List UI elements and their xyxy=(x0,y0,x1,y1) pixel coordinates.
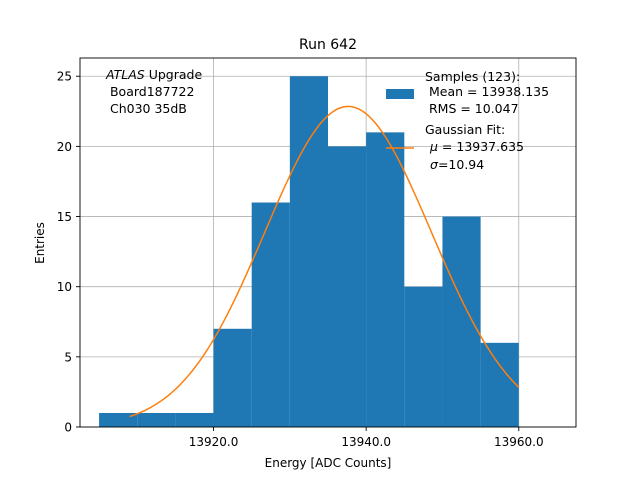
axis-ticks: 13920.0 13940.0 13960.0 0 5 10 15 20 25 xyxy=(57,70,544,449)
histogram-bar xyxy=(328,146,367,427)
annotation-rest: Board187722 xyxy=(106,84,194,99)
legend: Samples (123): Mean = 13938.135 RMS = 10… xyxy=(386,69,549,172)
y-tick-label: 10 xyxy=(57,280,72,294)
annotation-text: ATLAS Upgrade Board187722 Ch030 35dB xyxy=(105,67,202,116)
chart-title: Run 642 xyxy=(299,37,357,53)
fit-group xyxy=(129,105,520,418)
legend-fit-title: Gaussian Fit: xyxy=(425,122,505,137)
histogram-bar xyxy=(137,412,176,427)
histogram-bar xyxy=(442,216,481,427)
histogram-bar xyxy=(213,328,252,427)
annotation-line: Ch030 35dB xyxy=(106,101,187,116)
histogram-bars xyxy=(99,76,519,428)
annotation-line: Board187722 xyxy=(106,84,194,99)
histogram-bar xyxy=(289,76,328,428)
y-tick-label: 0 xyxy=(64,421,72,435)
legend-samples-patch xyxy=(386,89,414,99)
x-tick-label: 13960.0 xyxy=(494,435,544,449)
legend-sigma-symbol: σ xyxy=(430,157,439,172)
y-tick-label: 20 xyxy=(57,140,72,154)
y-tick-label: 5 xyxy=(64,350,72,364)
legend-samples-title: Samples (123): xyxy=(425,69,520,84)
legend-samples-mean: Mean = 13938.135 xyxy=(425,84,549,99)
gaussian-fit-line xyxy=(129,105,520,418)
annotation-italic: ATLAS xyxy=(105,67,145,82)
legend-fit-sigma: σ=10.94 xyxy=(430,157,484,172)
annotation-rest: Ch030 35dB xyxy=(106,101,187,116)
legend-sigma-value: =10.94 xyxy=(438,157,484,172)
y-tick-label: 25 xyxy=(57,70,72,84)
histogram-bar xyxy=(251,202,290,427)
legend-samples-rms: RMS = 10.047 xyxy=(425,101,519,116)
x-axis-label: Energy [ADC Counts] xyxy=(265,456,392,470)
histogram-bar xyxy=(99,412,138,427)
histogram-bar xyxy=(404,286,443,427)
annotation-line: ATLAS Upgrade xyxy=(105,67,202,82)
x-tick-label: 13920.0 xyxy=(189,435,239,449)
annotation-rest: Upgrade xyxy=(145,67,203,82)
axes-frame xyxy=(79,57,577,428)
x-tick-label: 13940.0 xyxy=(341,435,391,449)
histogram-bar xyxy=(480,342,519,427)
legend-mu-value: = 13937.635 xyxy=(438,139,524,154)
histogram-bar xyxy=(366,132,405,428)
y-axis-label: Entries xyxy=(33,222,47,264)
y-tick-label: 15 xyxy=(57,210,72,224)
histogram-bar xyxy=(175,412,214,427)
legend-mu-symbol: μ xyxy=(429,139,438,154)
legend-fit-mu: μ = 13937.635 xyxy=(429,139,524,154)
